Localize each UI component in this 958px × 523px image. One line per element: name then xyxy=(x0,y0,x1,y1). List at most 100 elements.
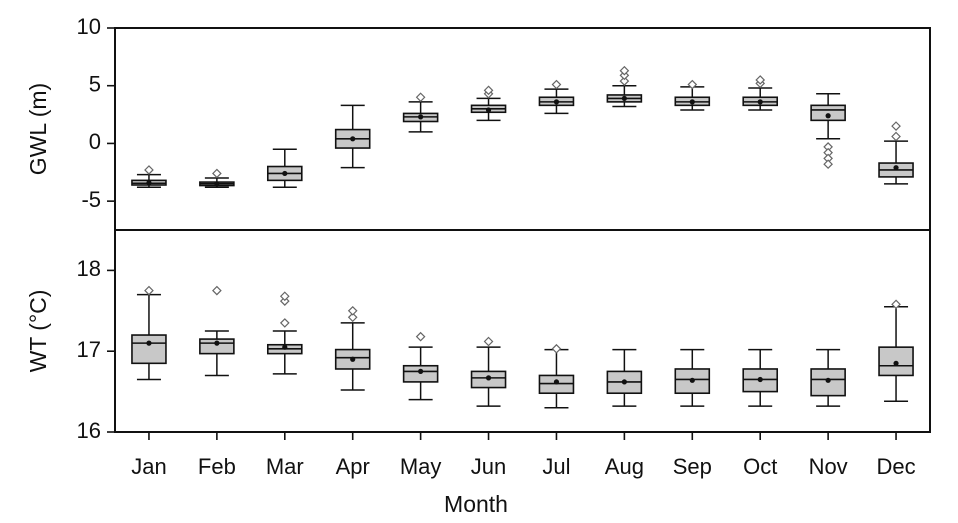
gwl-boxes xyxy=(131,65,914,189)
gwl-box-dec xyxy=(878,121,914,185)
mean-marker xyxy=(146,180,152,186)
outlier-marker xyxy=(212,285,222,296)
wt-box-feb xyxy=(199,285,235,377)
mean-marker xyxy=(757,99,763,105)
outlier-marker xyxy=(891,131,901,142)
wt-box-may xyxy=(402,331,439,401)
wt-box-mar xyxy=(266,291,303,375)
x-tick-label-nov: Nov xyxy=(809,454,848,479)
wt-box-dec xyxy=(878,299,914,403)
gwl-box-jun xyxy=(470,85,507,122)
outlier-marker xyxy=(144,285,154,296)
x-tick-label-feb: Feb xyxy=(198,454,236,479)
outlier-marker xyxy=(823,159,833,170)
gwl-y-axis-title: GWL (m) xyxy=(25,83,51,175)
mean-marker xyxy=(757,376,763,383)
mean-marker xyxy=(553,99,560,105)
mean-marker xyxy=(893,165,899,171)
outlier-marker xyxy=(144,165,154,175)
outlier-marker xyxy=(551,343,562,354)
iqr-box xyxy=(131,334,167,365)
x-tick-label-may: May xyxy=(400,454,442,479)
mean-marker xyxy=(418,114,424,120)
wt-y-tick-label: 16 xyxy=(77,418,101,443)
outlier-marker xyxy=(483,336,494,347)
wt-y-axis-title: WT (°C) xyxy=(25,290,51,373)
wt-boxes xyxy=(131,285,914,409)
outlier-marker xyxy=(347,305,358,316)
mean-marker xyxy=(689,377,695,383)
outlier-marker xyxy=(619,76,630,86)
gwl-y-tick-label: 0 xyxy=(89,129,101,154)
iqr-box xyxy=(810,368,846,397)
gwl-y-tick-label: -5 xyxy=(81,187,101,212)
outlier-marker xyxy=(212,168,222,179)
gwl-box-aug xyxy=(606,65,643,108)
wt-box-sep xyxy=(674,348,711,407)
x-tick-label-mar: Mar xyxy=(266,454,304,479)
mean-marker xyxy=(553,379,560,385)
wt-box-jun xyxy=(470,336,507,407)
wt-box-aug xyxy=(606,348,643,407)
wt-box-oct xyxy=(742,348,779,407)
outlier-marker xyxy=(415,92,426,103)
outlier-marker xyxy=(619,65,630,76)
outlier-marker xyxy=(279,291,290,302)
outlier-marker xyxy=(891,121,901,131)
gwl-y-axis: -5 0 5 10 xyxy=(77,14,115,212)
outlier-marker xyxy=(551,79,562,90)
gwl-box-jan xyxy=(131,165,167,189)
mean-marker xyxy=(350,136,356,142)
gwl-panel: -5 0 5 10 GWL (m) xyxy=(25,14,931,231)
gwl-y-tick-label: 5 xyxy=(89,72,101,97)
gwl-box-mar xyxy=(266,148,303,189)
wt-panel: 16 17 18 Jan Feb Mar Apr May Jun Jul Aug Sep Oct Nov… xyxy=(25,229,931,517)
mean-marker xyxy=(214,181,220,187)
gwl-box-nov xyxy=(810,93,846,170)
mean-marker xyxy=(689,99,695,105)
x-tick-label-oct: Oct xyxy=(743,454,777,479)
x-tick-label-sep: Sep xyxy=(673,454,712,479)
x-tick-label-dec: Dec xyxy=(876,454,915,479)
gwl-y-tick-label: 10 xyxy=(77,14,101,39)
mean-marker xyxy=(418,368,424,374)
wt-panel-frame xyxy=(114,229,931,433)
mean-marker xyxy=(825,377,831,383)
mean-marker xyxy=(485,375,492,381)
gwl-box-oct xyxy=(742,75,779,111)
mean-marker xyxy=(825,113,831,119)
wt-box-jul xyxy=(538,343,575,409)
x-tick-label-jan: Jan xyxy=(131,454,166,479)
gwl-box-apr xyxy=(334,104,371,169)
mean-marker xyxy=(621,95,627,102)
gwl-box-sep xyxy=(674,79,711,111)
mean-marker xyxy=(893,360,899,366)
outlier-marker xyxy=(415,331,426,342)
x-tick-label-aug: Aug xyxy=(605,454,644,479)
outlier-marker xyxy=(279,318,290,328)
x-tick-label-jun: Jun xyxy=(471,454,506,479)
gwl-box-may xyxy=(402,92,439,133)
mean-marker xyxy=(485,107,492,113)
outlier-marker xyxy=(891,299,901,310)
mean-marker xyxy=(621,379,627,385)
gwl-box-feb xyxy=(199,168,235,189)
x-tick-label-apr: Apr xyxy=(336,454,370,479)
outlier-marker xyxy=(347,312,358,323)
outlier-marker xyxy=(687,79,698,90)
x-tick-label-jul: Jul xyxy=(542,454,570,479)
month-x-axis: Jan Feb Mar Apr May Jun Jul Aug Sep Oct Nov Dec xyxy=(131,432,916,479)
mean-marker xyxy=(282,344,288,350)
wt-y-axis: 16 17 18 xyxy=(77,256,115,443)
mean-marker xyxy=(214,340,220,346)
wt-box-jan xyxy=(131,285,167,381)
wt-y-tick-label: 18 xyxy=(77,256,101,281)
gwl-panel-frame xyxy=(114,27,931,231)
x-axis-title: Month xyxy=(444,491,508,517)
outlier-marker xyxy=(755,75,766,85)
iqr-box xyxy=(810,104,846,122)
wt-y-tick-label: 17 xyxy=(77,337,101,362)
mean-marker xyxy=(282,170,288,177)
wt-box-apr xyxy=(334,305,371,391)
